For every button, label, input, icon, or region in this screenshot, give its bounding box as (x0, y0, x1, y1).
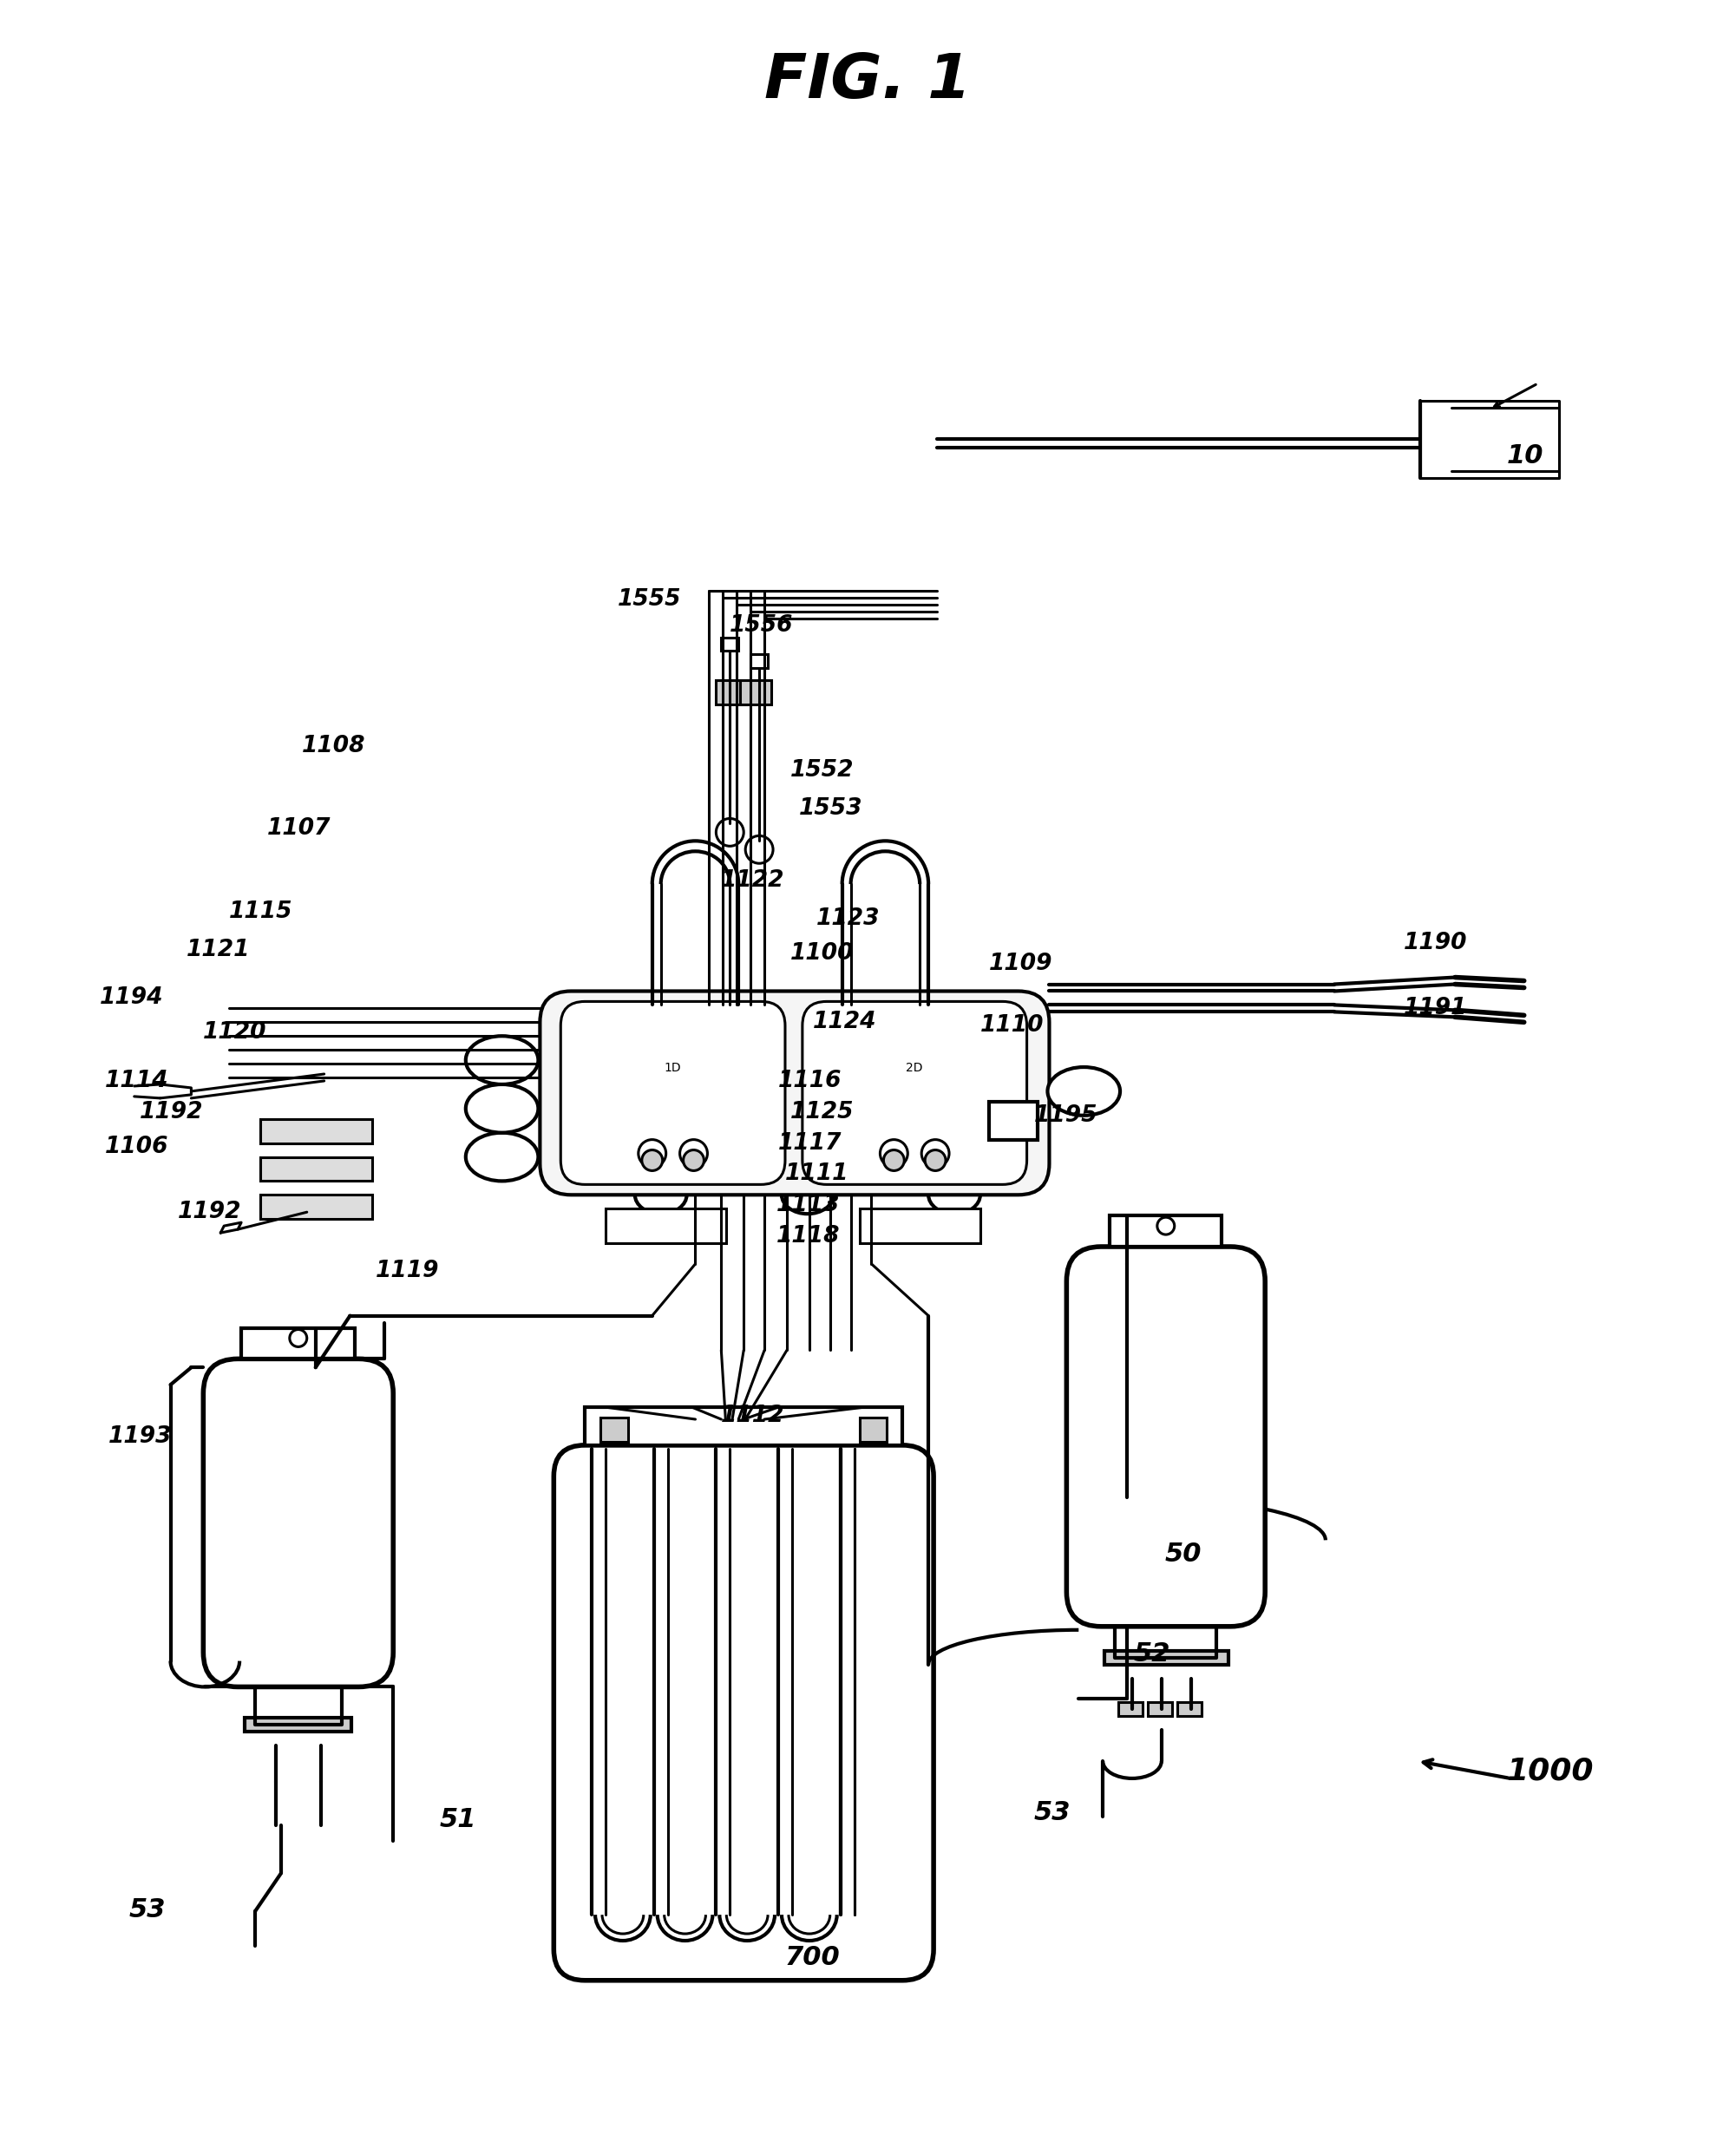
Text: 1192: 1192 (177, 1201, 241, 1224)
FancyBboxPatch shape (203, 1360, 394, 1686)
Text: 700: 700 (785, 1946, 840, 1970)
Bar (1109, 1216, 1222, 1246)
Bar (601, 1418, 628, 1441)
Bar (241, 1327, 356, 1360)
Text: 53: 53 (128, 1897, 167, 1922)
Bar (750, 655, 767, 668)
Text: 1556: 1556 (729, 614, 793, 636)
Text: 1108: 1108 (302, 735, 366, 758)
Circle shape (925, 1149, 946, 1171)
Bar (1104, 1650, 1229, 1665)
Circle shape (745, 836, 773, 863)
Text: 1192: 1192 (139, 1100, 203, 1123)
Circle shape (880, 1141, 908, 1166)
Circle shape (639, 1141, 667, 1166)
Text: 1193: 1193 (108, 1426, 172, 1448)
Circle shape (684, 1149, 705, 1171)
Bar (1118, 1703, 1142, 1716)
Text: 1553: 1553 (799, 797, 863, 818)
Circle shape (884, 1149, 904, 1171)
Text: 1118: 1118 (776, 1224, 840, 1248)
Bar (1147, 1703, 1172, 1716)
Circle shape (681, 1141, 708, 1166)
Text: FIG. 1: FIG. 1 (764, 52, 972, 112)
Bar (859, 1209, 981, 1244)
Circle shape (922, 1141, 950, 1166)
Text: 1552: 1552 (790, 758, 854, 782)
Text: 1106: 1106 (104, 1136, 168, 1158)
Bar (859, 1418, 887, 1441)
Text: 51: 51 (439, 1806, 477, 1832)
Text: 10: 10 (1507, 442, 1543, 468)
Text: 52: 52 (1134, 1641, 1170, 1667)
Bar (260, 1158, 373, 1181)
Circle shape (290, 1330, 307, 1347)
Text: 1120: 1120 (203, 1020, 267, 1044)
Bar (990, 1102, 1036, 1141)
FancyBboxPatch shape (561, 1001, 785, 1184)
Text: 1114: 1114 (104, 1070, 168, 1091)
Ellipse shape (465, 1085, 538, 1132)
Text: 1115: 1115 (229, 900, 293, 924)
Ellipse shape (1047, 1068, 1120, 1115)
Text: 1121: 1121 (186, 939, 250, 960)
Circle shape (1158, 1218, 1175, 1235)
Text: 1117: 1117 (778, 1132, 842, 1153)
Text: 1112: 1112 (720, 1405, 785, 1426)
Bar (720, 638, 738, 651)
Text: 1123: 1123 (816, 906, 880, 930)
Text: 1110: 1110 (981, 1014, 1043, 1037)
Text: 1191: 1191 (1403, 997, 1467, 1020)
Text: 1122: 1122 (720, 870, 785, 891)
FancyBboxPatch shape (540, 990, 1049, 1194)
Text: 1111: 1111 (785, 1162, 849, 1186)
FancyBboxPatch shape (802, 1001, 1026, 1184)
Bar (585, 1407, 903, 1446)
Text: 1100: 1100 (790, 941, 854, 964)
Ellipse shape (465, 1035, 538, 1085)
Text: 1113: 1113 (776, 1194, 840, 1216)
FancyBboxPatch shape (1066, 1246, 1266, 1626)
Bar (245, 1718, 352, 1731)
Text: 1109: 1109 (990, 952, 1052, 975)
Bar (1177, 1703, 1201, 1716)
Text: 1190: 1190 (1403, 932, 1467, 954)
Text: 1194: 1194 (99, 986, 163, 1010)
Text: 1000: 1000 (1507, 1757, 1594, 1787)
Text: 1124: 1124 (812, 1012, 877, 1033)
Bar (606, 1209, 726, 1244)
Text: 1195: 1195 (1033, 1104, 1097, 1128)
Bar (715, 681, 746, 705)
Bar (260, 1119, 373, 1143)
Text: 53: 53 (1033, 1800, 1071, 1826)
Text: 1107: 1107 (267, 818, 332, 840)
Circle shape (715, 818, 743, 846)
Text: 1116: 1116 (778, 1070, 842, 1091)
Bar (740, 681, 771, 705)
Text: 1125: 1125 (790, 1100, 854, 1123)
Bar (260, 1194, 373, 1220)
Ellipse shape (465, 1132, 538, 1181)
Text: 1119: 1119 (377, 1259, 439, 1282)
Text: 1555: 1555 (618, 589, 682, 610)
Text: 2D: 2D (906, 1061, 924, 1074)
Text: 1D: 1D (665, 1061, 682, 1074)
Circle shape (642, 1149, 663, 1171)
Text: 50: 50 (1165, 1542, 1201, 1566)
FancyBboxPatch shape (554, 1446, 934, 1980)
